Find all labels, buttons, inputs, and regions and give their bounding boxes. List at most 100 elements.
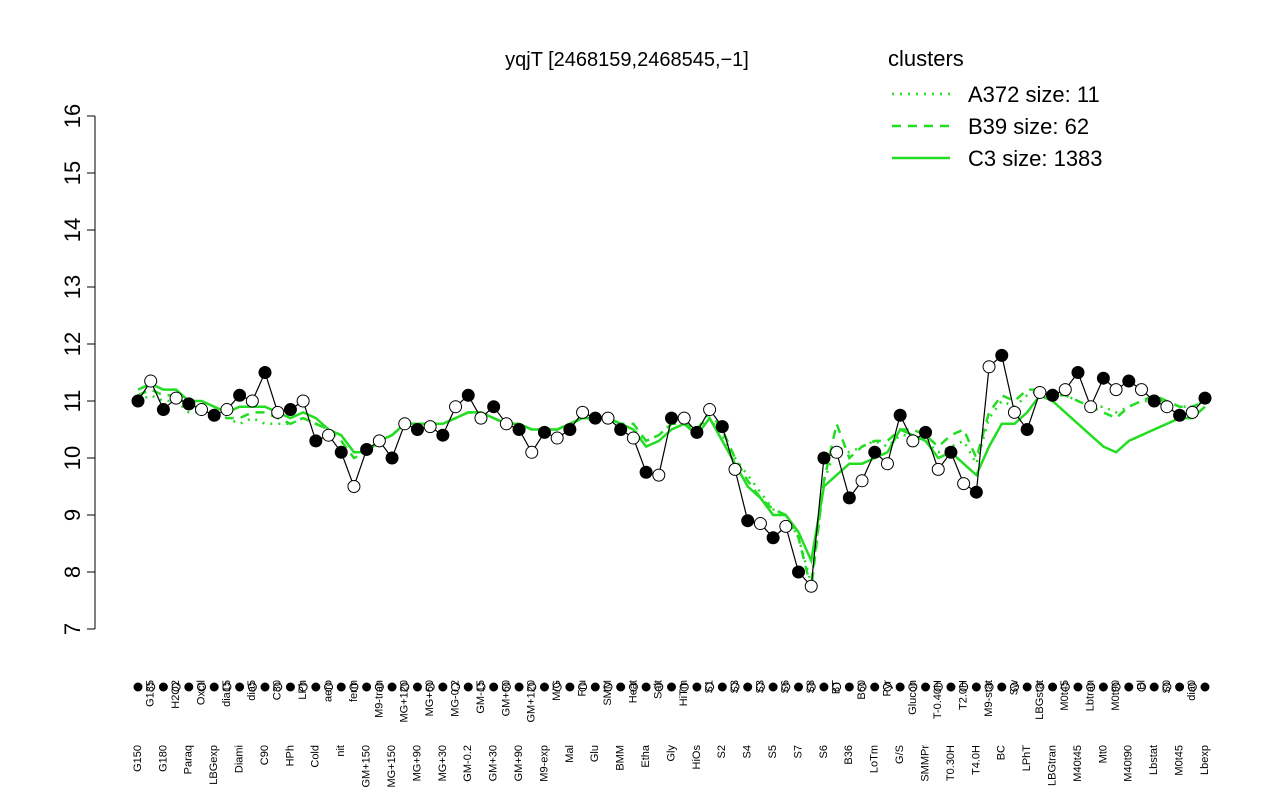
rug-dot <box>628 682 638 692</box>
x-tick-label: LBGtran <box>1046 745 1058 786</box>
rug-dot <box>489 682 499 692</box>
x-tick-label: T-0.40H <box>932 680 944 719</box>
data-point <box>1033 385 1047 399</box>
data-point <box>677 411 691 425</box>
x-tick-label: MG+120 <box>399 680 411 723</box>
x-tick-label: M9-stat <box>983 680 995 717</box>
data-point <box>1173 408 1187 422</box>
data-point <box>919 425 933 439</box>
x-tick-label: GM+150 <box>361 745 373 788</box>
data-point <box>1160 400 1174 414</box>
x-tick-label: GM+120 <box>526 680 538 723</box>
data-point <box>576 405 590 419</box>
data-point <box>309 434 323 448</box>
cluster-line <box>137 382 1206 565</box>
data-point <box>1122 374 1136 388</box>
x-tick-label: BT <box>831 680 843 694</box>
rug-dot <box>247 682 257 692</box>
y-tick-label: 10 <box>60 446 85 470</box>
rug-dot <box>374 682 384 692</box>
data-point <box>195 403 209 417</box>
data-point <box>436 428 450 442</box>
data-point <box>550 431 564 445</box>
data-point <box>233 388 247 402</box>
rug-dot <box>794 682 804 692</box>
rug-dot <box>273 682 283 692</box>
data-point <box>868 445 882 459</box>
data-point <box>372 434 386 448</box>
x-tick-label: Mt0 <box>1097 745 1109 763</box>
rug-dot <box>425 682 435 692</box>
x-tick-label: G180 <box>157 745 169 772</box>
y-tick-label: 11 <box>60 390 85 413</box>
rug-dot <box>209 682 219 692</box>
rug-dot <box>667 682 676 692</box>
rug-dot <box>1073 682 1083 692</box>
data-point <box>131 394 145 408</box>
x-tick-label: M/G <box>551 680 563 701</box>
data-point <box>499 417 513 431</box>
rug-dot <box>260 682 270 692</box>
x-tick-label: Salt <box>653 680 665 699</box>
rug-dot <box>1022 682 1032 692</box>
x-tick-label: T2.0H <box>958 680 970 710</box>
data-point <box>1071 366 1085 379</box>
x-tick-label: HiTm <box>678 680 690 706</box>
data-point <box>880 457 894 471</box>
x-tick-label: nit <box>335 745 347 757</box>
data-point <box>690 425 704 439</box>
data-point <box>652 468 666 482</box>
data-point <box>525 445 539 459</box>
x-tick-label: S3 <box>729 680 741 693</box>
rug-dot <box>832 682 842 692</box>
data-point <box>944 445 958 459</box>
rug-dot <box>298 682 308 692</box>
rug-dot <box>806 682 816 692</box>
data-point <box>804 579 818 593</box>
x-tick-label: Heat <box>627 680 639 703</box>
x-tick-label: MG+60 <box>424 680 436 716</box>
x-tick-label: Pyr <box>881 680 893 697</box>
rug-dot <box>539 682 549 692</box>
rug-dot <box>158 682 168 692</box>
y-tick-label: 15 <box>60 161 85 185</box>
rug-dot <box>743 682 753 692</box>
data-point <box>537 425 551 439</box>
data-point <box>1198 391 1212 405</box>
rug-dot <box>844 682 854 692</box>
rug-dot <box>1086 682 1096 692</box>
rug-dot <box>946 682 956 692</box>
data-point <box>156 403 170 417</box>
rug-dot <box>451 682 461 692</box>
legend-label: B39 size: 62 <box>968 114 1089 139</box>
x-tick-label: Bl <box>1135 680 1147 690</box>
x-tick-label: Oxctl <box>195 680 207 705</box>
x-tick-label: MG+30 <box>437 745 449 781</box>
rug-dot <box>146 682 156 692</box>
data-point <box>296 394 310 408</box>
rug-dot <box>1048 682 1058 692</box>
chart-title: yqjT [2468159,2468545,−1] <box>505 49 749 71</box>
data-point <box>639 465 653 479</box>
data-point <box>588 411 602 425</box>
data-point <box>398 417 412 431</box>
legend-label: A372 size: 11 <box>968 82 1100 107</box>
data-point <box>906 434 920 448</box>
data-point <box>410 423 424 436</box>
rug-dot <box>222 682 232 692</box>
x-tick-label: Paraq <box>183 745 195 774</box>
data-point <box>665 411 678 425</box>
data-point <box>1020 423 1034 436</box>
rug-dot <box>197 682 207 692</box>
x-tick-label: MG+150 <box>386 745 398 788</box>
data-point <box>817 451 831 465</box>
data-point <box>563 423 577 436</box>
x-tick-label: C90 <box>259 745 271 765</box>
rug-dot <box>1124 682 1134 692</box>
rug-dot <box>590 682 600 692</box>
x-tick-label: LPh <box>297 680 309 700</box>
data-point <box>1109 383 1123 397</box>
x-tick-label: M0t45 <box>1174 745 1186 776</box>
data-point <box>995 348 1009 362</box>
